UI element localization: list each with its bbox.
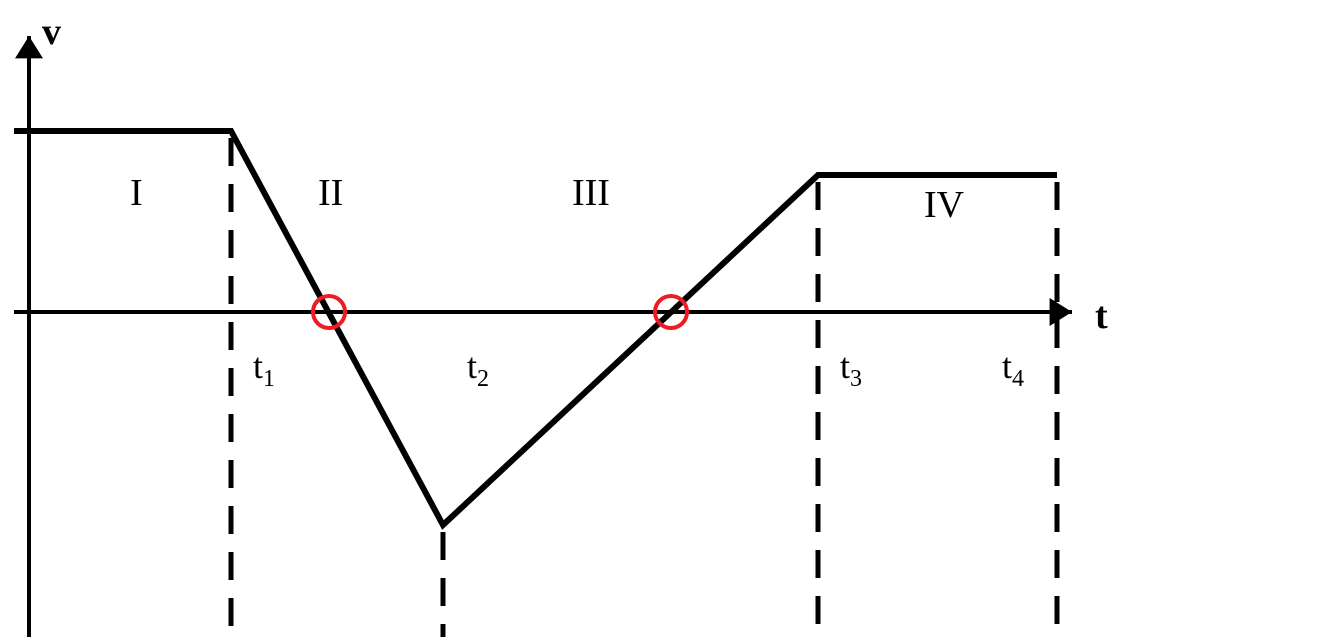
region-label-4: IV [924,184,965,226]
velocity-time-chart: tvIIIIIIIVt1t2t3t4 [0,0,1336,637]
region-label-2: II [318,172,343,214]
region-label-3: III [572,172,610,214]
x-axis-label: t [1095,295,1108,337]
y-axis-label: v [42,11,61,53]
region-label-1: I [130,172,143,214]
